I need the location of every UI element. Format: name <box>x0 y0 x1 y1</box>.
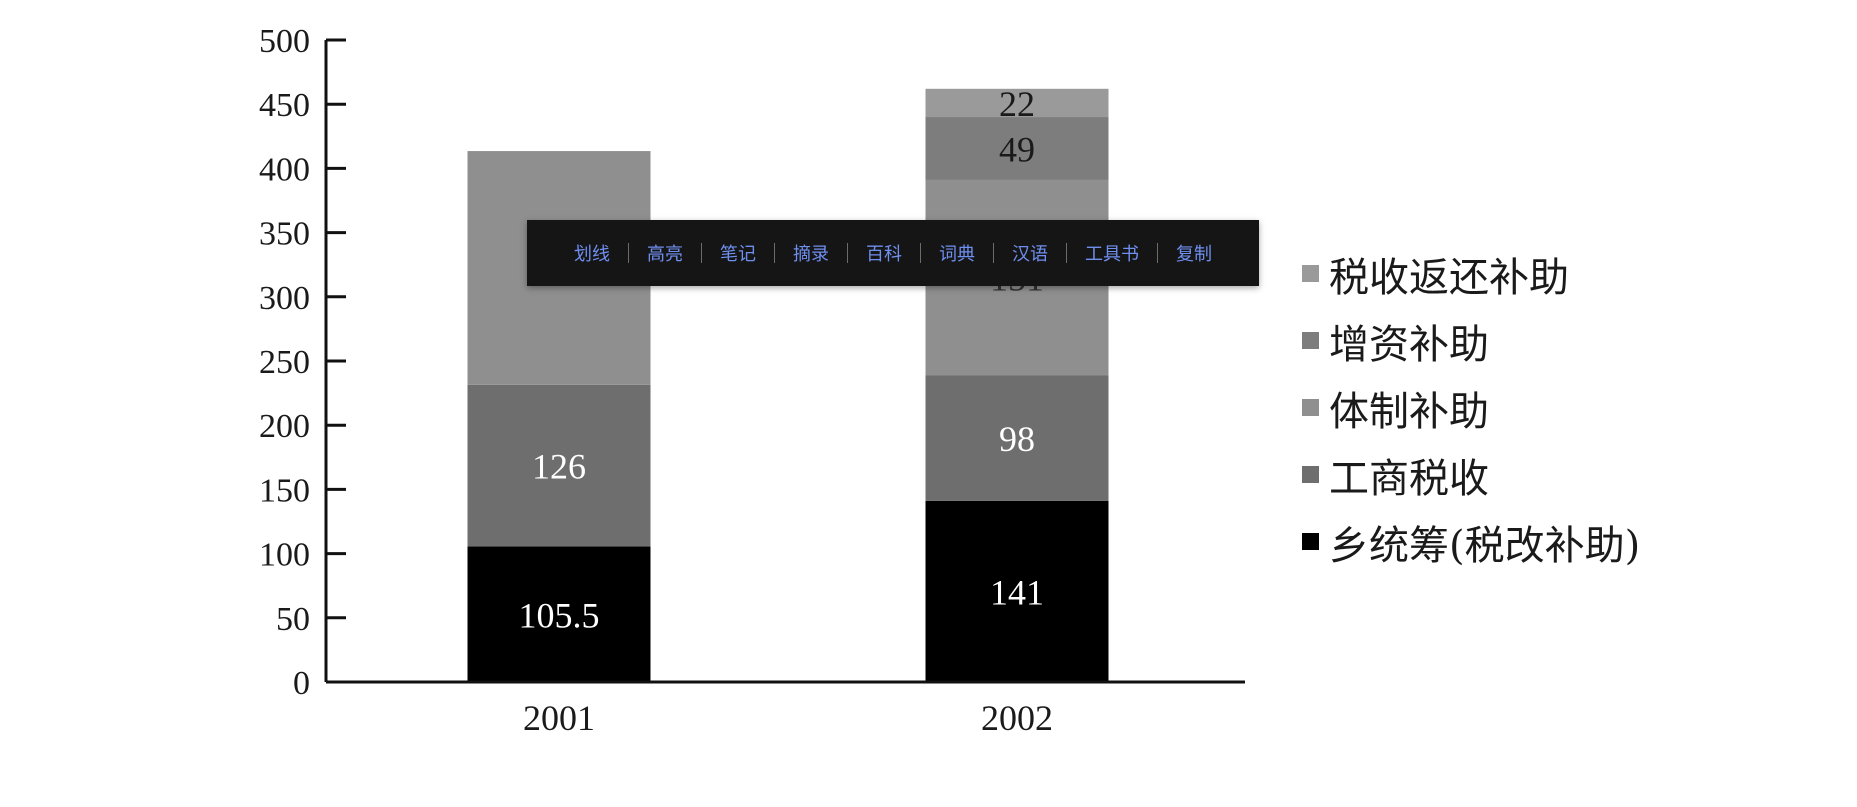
segment-value-label: 126 <box>532 447 586 487</box>
legend-label: 工商税收 <box>1329 455 1489 502</box>
y-tick-label: 50 <box>276 601 310 638</box>
copy-button[interactable]: 复制 <box>1176 244 1212 265</box>
legend-item: 工商税收 <box>1302 441 1640 508</box>
legend-swatch <box>1302 466 1319 483</box>
x-category-label: 2001 <box>523 698 595 738</box>
segment-value-label: 22 <box>999 84 1035 124</box>
bar-segment <box>467 546 651 682</box>
x-category-label: 2002 <box>981 698 1053 738</box>
chinese-lookup-button[interactable]: 汉语 <box>1012 244 1048 265</box>
y-tick-label: 450 <box>259 87 310 124</box>
legend-item: 体制补助 <box>1302 374 1640 441</box>
segment-value-label: 141 <box>990 572 1044 612</box>
legend-label: 税收返还补助 <box>1329 254 1569 301</box>
encyclopedia-button[interactable]: 百科 <box>866 244 902 265</box>
toolbar-divider <box>1157 243 1158 263</box>
legend-item: 乡统筹(税改补助) <box>1302 508 1640 575</box>
legend-item: 税收返还补助 <box>1302 240 1640 307</box>
y-tick-label: 100 <box>259 537 310 574</box>
toolbar-divider <box>920 243 921 263</box>
excerpt-button[interactable]: 摘录 <box>793 244 829 265</box>
x-labels-group: 2001 2002 <box>523 698 1053 738</box>
legend-swatch <box>1302 265 1319 282</box>
y-ticks-group: 0 50 100 150 200 250 300 350 400 450 500 <box>259 23 346 702</box>
y-tick-label: 350 <box>259 216 310 253</box>
note-button[interactable]: 笔记 <box>720 244 756 265</box>
toolbar-divider <box>628 243 629 263</box>
reference-books-button[interactable]: 工具书 <box>1085 244 1139 265</box>
legend-label: 体制补助 <box>1329 388 1489 435</box>
y-tick-label: 250 <box>259 344 310 381</box>
legend-label: 乡统筹(税改补助) <box>1329 522 1641 569</box>
y-tick-label: 500 <box>259 23 310 60</box>
y-tick-label: 0 <box>293 665 310 702</box>
toolbar-divider <box>993 243 994 263</box>
legend-item: 增资补助 <box>1302 307 1640 374</box>
legend-swatch <box>1302 332 1319 349</box>
toolbar-divider <box>774 243 775 263</box>
bar-segment <box>467 384 651 547</box>
bar-segment <box>925 500 1109 682</box>
highlight-button[interactable]: 高亮 <box>647 244 683 265</box>
segment-value-label: 49 <box>999 129 1035 169</box>
underline-button[interactable]: 划线 <box>574 244 610 265</box>
y-tick-label: 400 <box>259 151 310 188</box>
legend: 税收返还补助 增资补助 体制补助 工商税收 乡统筹(税改补助) <box>1302 240 1640 575</box>
legend-label: 增资补助 <box>1329 321 1489 368</box>
dictionary-button[interactable]: 词典 <box>939 244 975 265</box>
bar-segment <box>925 375 1109 501</box>
selection-toolbar: 划线 高亮 笔记 摘录 百科 词典 汉语 工具书 复制 <box>527 220 1259 286</box>
y-tick-label: 300 <box>259 280 310 317</box>
bar-segment <box>925 117 1109 180</box>
legend-swatch <box>1302 533 1319 550</box>
toolbar-divider <box>1066 243 1067 263</box>
segment-value-label: 98 <box>999 419 1035 459</box>
toolbar-divider <box>847 243 848 263</box>
legend-swatch <box>1302 399 1319 416</box>
y-tick-label: 150 <box>259 472 310 509</box>
toolbar-divider <box>701 243 702 263</box>
bar-segment <box>925 88 1109 118</box>
y-tick-label: 200 <box>259 408 310 445</box>
segment-value-label: 105.5 <box>519 595 600 635</box>
segment-labels-group: 105.5126141981514922 <box>519 84 1045 635</box>
